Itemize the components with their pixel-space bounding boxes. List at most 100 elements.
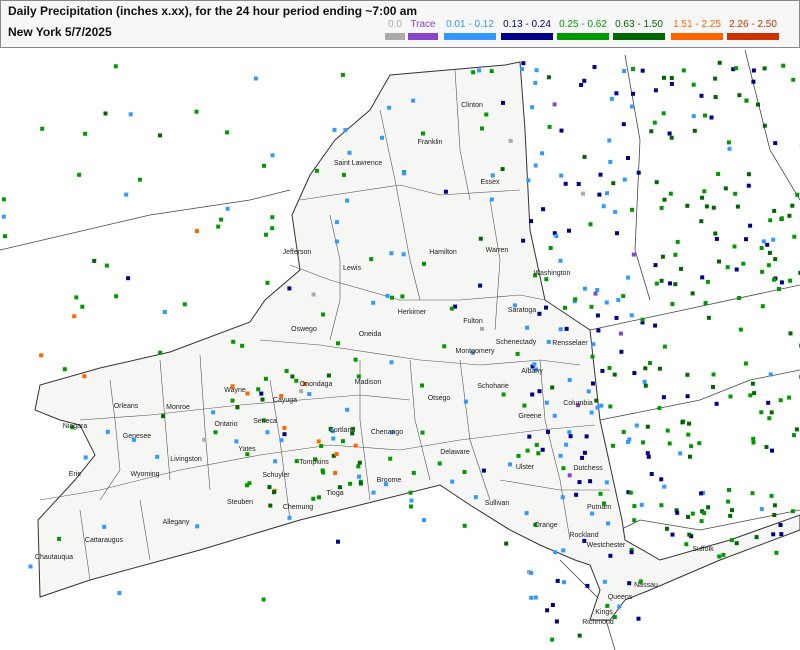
station-dot <box>629 547 634 552</box>
station-dot <box>500 167 505 172</box>
station-dot <box>636 170 641 175</box>
station-dot <box>795 192 800 197</box>
station-dot <box>626 156 630 160</box>
station-dot <box>673 252 678 257</box>
station-dot <box>717 60 722 65</box>
station-dot <box>766 400 771 405</box>
station-dot <box>369 257 374 262</box>
station-dot <box>679 266 683 271</box>
station-dot <box>674 508 679 513</box>
station-dot <box>691 82 696 87</box>
station-dot <box>340 439 345 444</box>
station-dot <box>649 472 654 476</box>
station-dot <box>287 515 292 520</box>
county-label: Franklin <box>418 139 443 146</box>
county-label: Herkimer <box>398 309 427 316</box>
station-dot <box>213 430 218 435</box>
county-label: Yates <box>238 446 256 453</box>
station-dot <box>766 263 771 268</box>
station-dot <box>559 173 564 178</box>
legend-swatch <box>671 33 723 40</box>
station-dot <box>559 128 564 133</box>
station-dot <box>552 102 557 107</box>
station-dot <box>383 482 388 487</box>
station-dot <box>702 511 706 515</box>
station-dot <box>734 66 739 71</box>
station-dot <box>772 208 777 213</box>
station-dot <box>117 591 122 595</box>
station-dot <box>737 93 742 98</box>
station-dot <box>1 197 6 202</box>
county-line <box>499 479 610 491</box>
station-dot <box>744 98 749 103</box>
station-dot <box>544 400 549 405</box>
county-line <box>459 359 491 501</box>
station-dot <box>653 263 658 268</box>
station-dot <box>279 438 284 443</box>
station-dot <box>627 581 632 586</box>
station-dot <box>619 349 624 354</box>
station-dot <box>245 483 249 488</box>
station-dot <box>589 410 594 415</box>
station-dot <box>545 608 550 613</box>
station-dot <box>731 67 736 72</box>
station-dot <box>358 481 363 486</box>
station-dot <box>294 459 299 464</box>
station-dot <box>264 232 268 237</box>
station-dot <box>530 105 535 110</box>
station-dot <box>607 366 612 370</box>
station-dot <box>516 453 521 458</box>
station-dot <box>501 100 505 105</box>
station-dot <box>287 286 292 291</box>
county-label: Livingston <box>170 456 202 463</box>
station-dot <box>618 331 623 336</box>
station-dot <box>567 430 572 435</box>
station-dot <box>717 259 721 264</box>
station-dot <box>526 178 531 183</box>
station-dot <box>83 455 88 460</box>
station-dot <box>586 389 591 394</box>
county-label: Wyoming <box>130 471 159 478</box>
station-dot <box>131 437 136 442</box>
station-dot <box>626 275 631 280</box>
station-dot <box>387 105 392 110</box>
station-dot <box>584 434 589 439</box>
station-dot <box>563 305 567 310</box>
station-dot <box>600 368 605 373</box>
station-dot <box>544 277 549 282</box>
station-dot <box>744 237 748 242</box>
station-dot <box>577 480 582 485</box>
station-dot <box>267 485 272 490</box>
station-dot <box>678 451 683 456</box>
station-dot <box>798 270 800 275</box>
station-dot <box>583 286 587 291</box>
station-dot <box>558 258 563 263</box>
county-label: Cayuga <box>273 397 297 404</box>
station-dot <box>598 172 603 177</box>
station-dot <box>687 532 692 537</box>
station-dot <box>547 124 552 129</box>
station-dot <box>611 181 616 186</box>
station-dot <box>331 453 336 458</box>
station-dot <box>768 218 773 223</box>
station-dot <box>681 68 686 73</box>
station-dot <box>534 367 538 372</box>
county-label: Montgomery <box>456 348 495 355</box>
station-dot <box>659 503 664 508</box>
county-line <box>289 264 546 301</box>
station-dot <box>700 275 705 280</box>
station-dot <box>477 68 482 73</box>
station-dot <box>621 430 626 434</box>
county-label: Saint Lawrence <box>334 160 382 167</box>
station-dot <box>652 120 657 125</box>
station-dot <box>462 470 467 474</box>
station-dot <box>104 263 109 268</box>
station-dot <box>137 177 142 182</box>
station-dot <box>748 393 753 398</box>
station-dot <box>481 468 486 473</box>
county-line <box>39 424 596 501</box>
station-dot <box>473 495 478 500</box>
station-dot <box>319 444 324 448</box>
station-dot <box>334 239 339 244</box>
station-dot <box>790 509 795 514</box>
